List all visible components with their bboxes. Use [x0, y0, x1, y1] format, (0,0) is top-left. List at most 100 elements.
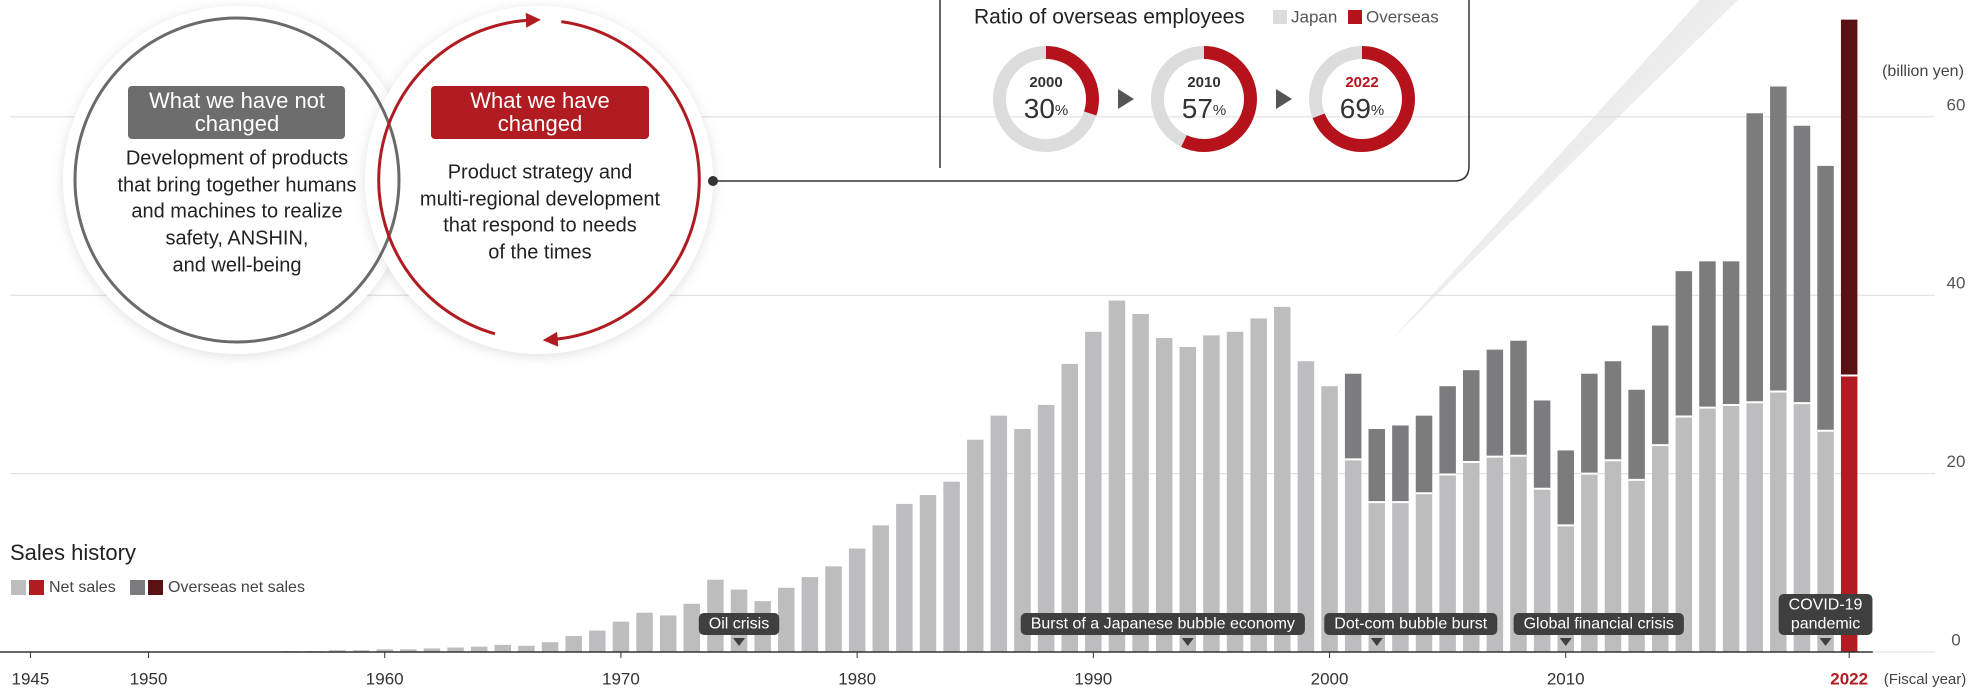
bar	[1722, 261, 1740, 405]
value-number: 57	[1182, 93, 1213, 124]
bar	[1722, 404, 1740, 652]
bar	[1651, 445, 1669, 652]
annotation: Dot-com bubble burst	[1324, 613, 1498, 646]
bar	[494, 644, 512, 652]
bar	[423, 648, 441, 652]
annotation-arrow	[1181, 638, 1194, 646]
donut-value: 57%	[1182, 93, 1227, 124]
annotation: Burst of a Japanese bubble economy	[1020, 613, 1305, 646]
bar	[1463, 370, 1480, 463]
bar	[1108, 300, 1126, 652]
donut-arc	[993, 46, 1099, 152]
left-ring	[73, 16, 401, 344]
bar	[801, 577, 819, 652]
value-unit: %	[1055, 102, 1068, 119]
label-box	[128, 86, 345, 139]
value-number: 30	[1024, 93, 1055, 124]
bar	[1793, 403, 1811, 652]
bar	[470, 646, 488, 652]
donut-arc	[1151, 46, 1257, 152]
value-unit: %	[1213, 102, 1226, 119]
donuts: Japan Overseas 2000 30% 2010 57% 2022 69%	[993, 7, 1439, 152]
bar	[1510, 455, 1527, 652]
employees-panel: Ratio of overseas employees Japan Oversea…	[708, 0, 1470, 186]
body-text: of the times	[488, 241, 591, 263]
bar	[518, 645, 535, 652]
bar	[1368, 429, 1386, 503]
bar	[1628, 479, 1645, 652]
bar	[1321, 386, 1338, 652]
donut-arc	[1309, 46, 1415, 152]
bar	[1297, 361, 1315, 652]
bar	[1840, 19, 1858, 376]
donut-value: 69%	[1340, 93, 1385, 124]
bar	[1817, 165, 1834, 431]
body-text: that bring together humans	[117, 174, 356, 196]
bar	[612, 621, 630, 652]
legend-swatch	[11, 580, 26, 595]
bar	[1604, 460, 1622, 652]
bar	[1746, 113, 1763, 403]
annotation-arrow	[733, 638, 746, 646]
bar	[1557, 450, 1574, 526]
bar	[1581, 373, 1598, 474]
body-text: Development of products	[126, 147, 348, 169]
donut-year: 2010	[1187, 74, 1220, 91]
donut-year: 2022	[1345, 74, 1378, 91]
bar	[447, 647, 464, 652]
body-text: safety, ANSHIN,	[165, 227, 308, 249]
bar	[1486, 349, 1504, 457]
bar	[1061, 363, 1078, 652]
bar	[1628, 389, 1645, 480]
bar	[1699, 261, 1716, 408]
donut-value: 30%	[1024, 93, 1069, 124]
annotation-arrow	[1559, 638, 1572, 646]
bar	[1675, 416, 1693, 652]
bar	[990, 415, 1008, 652]
y-axis-label: (billion yen)	[1882, 63, 1964, 80]
bar	[1037, 404, 1055, 652]
bar	[1840, 375, 1858, 652]
bar	[1085, 331, 1102, 652]
legend-swatch	[130, 580, 145, 595]
annotation-box	[698, 613, 780, 635]
label-box	[431, 86, 649, 139]
bar	[1651, 325, 1669, 446]
bar	[1344, 459, 1362, 652]
annotation-box	[1513, 613, 1684, 635]
bar	[1604, 361, 1622, 461]
philosophy-circles: What we have not changed Development of …	[63, 6, 713, 354]
bar	[541, 642, 559, 652]
bar	[1415, 415, 1433, 494]
connector	[713, 0, 1470, 182]
annotation: COVID-19 pandemic	[1778, 594, 1873, 646]
bar	[943, 481, 960, 652]
body-text: and well-being	[173, 254, 302, 276]
bar	[872, 525, 889, 652]
bar	[778, 587, 795, 652]
body-text: and machines to realize	[131, 200, 342, 222]
legend-swatch	[1273, 10, 1287, 24]
annotation-text: COVID-19	[1789, 597, 1863, 614]
bar	[848, 548, 866, 652]
annotation-text: Dot-com bubble burst	[1334, 616, 1488, 633]
bar	[1581, 473, 1598, 652]
body-text: Product strategy and	[448, 161, 633, 183]
legend-label: Overseas net sales	[168, 579, 305, 596]
bar	[329, 650, 346, 652]
bar	[1770, 86, 1787, 392]
annotation-arrow	[1370, 638, 1383, 646]
bar	[1179, 346, 1197, 652]
annotation-text: pandemic	[1791, 616, 1860, 633]
value-unit: %	[1371, 102, 1384, 119]
bar	[1250, 318, 1267, 652]
annotation-arrow	[1819, 638, 1832, 646]
x-tick-label: 2010	[1547, 669, 1585, 688]
bar	[1132, 313, 1149, 652]
label-text: What we have not	[149, 88, 325, 113]
y-tick-label: 20	[1947, 452, 1966, 471]
bar	[1226, 331, 1244, 652]
y-tick-label: 40	[1947, 274, 1966, 293]
annotation-box	[1020, 613, 1305, 635]
step-arrow	[1276, 89, 1292, 109]
